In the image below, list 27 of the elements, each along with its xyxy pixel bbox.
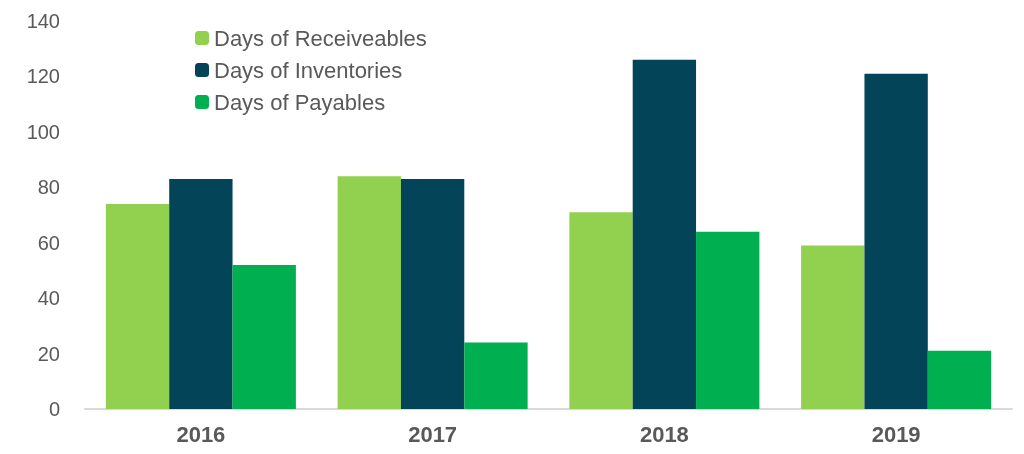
bar <box>169 178 233 409</box>
y-tick-label: 100 <box>26 120 60 143</box>
legend-label: Days of Inventories <box>214 57 403 83</box>
bar <box>569 212 633 409</box>
x-tick-label: 2019 <box>871 421 921 447</box>
y-tick-label: 20 <box>37 342 60 365</box>
y-tick-label: 40 <box>37 287 60 310</box>
x-tick-label: 2016 <box>176 421 226 447</box>
x-tick-label: 2018 <box>639 421 689 447</box>
bar <box>801 245 865 409</box>
bar <box>927 350 992 409</box>
y-tick-label: 0 <box>48 398 60 420</box>
y-tick-label: 60 <box>37 231 60 254</box>
legend-label: Days of Payables <box>214 89 386 115</box>
legend-label: Days of Receiveables <box>214 25 427 51</box>
bar <box>632 59 697 409</box>
y-tick-label: 120 <box>26 65 60 88</box>
bar <box>105 203 170 409</box>
bar <box>232 264 296 409</box>
bar <box>464 342 528 409</box>
bar <box>696 231 760 409</box>
bar <box>864 73 928 409</box>
x-tick-label: 2017 <box>408 421 458 447</box>
bar <box>337 176 401 409</box>
y-tick-label: 80 <box>37 176 60 199</box>
y-tick-label: 140 <box>26 10 60 32</box>
bar <box>400 178 465 409</box>
